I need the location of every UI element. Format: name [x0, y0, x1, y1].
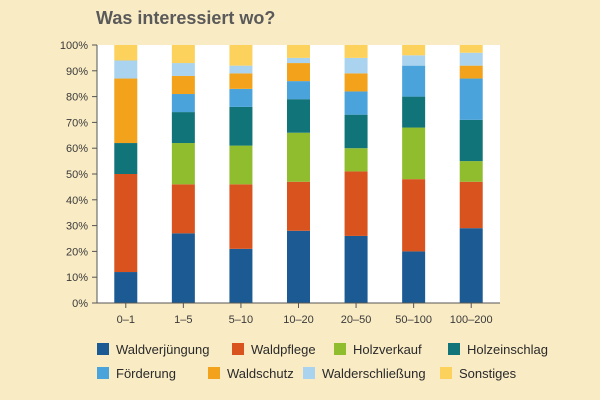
legend-label: Walderschließung — [322, 366, 426, 381]
legend-label: Holzeinschlag — [467, 342, 548, 357]
bar-segment — [459, 161, 483, 182]
x-tick-label: 50–100 — [395, 314, 432, 326]
bar-segment — [229, 73, 253, 89]
bar-segment — [402, 45, 426, 56]
y-tick-label: 40% — [66, 195, 88, 207]
bar-segment — [459, 228, 483, 303]
y-tick-label: 20% — [66, 246, 88, 258]
bar-segment — [171, 75, 195, 95]
bar-segment — [114, 78, 138, 144]
x-tick-label: 100–200 — [450, 314, 493, 326]
chart-title: Was interessiert wo? — [96, 8, 276, 28]
legend-swatch — [303, 367, 315, 379]
legend-swatch — [232, 343, 244, 355]
bar-segment — [402, 251, 426, 303]
bar-segment — [287, 132, 310, 182]
bar-segment — [459, 181, 483, 229]
bar-segment — [287, 181, 310, 231]
bar-segment — [287, 57, 310, 64]
bar-segment — [344, 148, 368, 172]
bar-segment — [402, 55, 426, 66]
bar-segment — [229, 145, 253, 185]
bar-segment — [171, 143, 195, 185]
bar-segment — [287, 45, 310, 58]
bar-segment — [287, 99, 310, 133]
bar-segment — [287, 63, 310, 82]
bar-segment — [459, 78, 483, 120]
bar-segment — [171, 45, 195, 64]
y-tick-label: 60% — [66, 143, 88, 155]
y-tick-label: 80% — [66, 92, 88, 104]
legend-swatch — [334, 343, 346, 355]
y-tick-label: 100% — [60, 40, 88, 52]
x-tick-label: 20–50 — [341, 314, 372, 326]
legend-swatch — [97, 367, 109, 379]
bar-segment — [287, 81, 310, 100]
bar-segment — [459, 65, 483, 79]
y-tick-label: 10% — [66, 272, 88, 284]
bar-segment — [459, 45, 483, 53]
x-tick-label: 0–1 — [117, 314, 135, 326]
bar-segment — [171, 184, 195, 234]
legend-swatch — [448, 343, 460, 355]
y-tick-label: 70% — [66, 117, 88, 129]
bar-segment — [402, 127, 426, 180]
bar-segment — [402, 96, 426, 128]
bar-segment — [114, 45, 138, 61]
bar-segment — [459, 52, 483, 66]
legend-label: Förderung — [116, 366, 176, 381]
x-tick-label: 1–5 — [174, 314, 192, 326]
bar-segment — [229, 45, 253, 66]
bar-segment — [114, 143, 138, 174]
legend-label: Waldpflege — [251, 342, 316, 357]
legend-swatch — [208, 367, 220, 379]
bar-segment — [171, 94, 195, 113]
legend-label: Sonstiges — [459, 366, 517, 381]
y-tick-label: 0% — [72, 298, 88, 310]
bar-segment — [229, 248, 253, 303]
legend-swatch — [97, 343, 109, 355]
bar-segment — [229, 106, 253, 146]
bar-segment — [402, 179, 426, 252]
bar-segment — [344, 235, 368, 303]
bar-segment — [287, 230, 310, 303]
legend-label: Waldschutz — [227, 366, 294, 381]
bar-segment — [114, 174, 138, 273]
bar-segment — [344, 171, 368, 236]
x-tick-label: 10–20 — [283, 314, 314, 326]
bar-segment — [344, 57, 368, 74]
bar-segment — [229, 65, 253, 74]
bar-segment — [402, 65, 426, 97]
bar-segment — [229, 88, 253, 107]
x-tick-label: 5–10 — [229, 314, 253, 326]
bar-segment — [344, 45, 368, 58]
bar-segment — [171, 63, 195, 76]
bar-segment — [344, 91, 368, 115]
bar-segment — [171, 112, 195, 144]
legend-label: Waldverjüngung — [116, 342, 209, 357]
bar-segment — [229, 184, 253, 249]
bar-segment — [459, 119, 483, 162]
bar-segment — [114, 60, 138, 79]
bar-segment — [344, 114, 368, 149]
legend-swatch — [440, 367, 452, 379]
y-tick-label: 30% — [66, 221, 88, 233]
bar-segment — [114, 272, 138, 303]
y-tick-label: 90% — [66, 66, 88, 78]
bar-segment — [171, 233, 195, 303]
bar-segment — [344, 73, 368, 92]
y-tick-label: 50% — [66, 169, 88, 181]
legend-label: Holzverkauf — [353, 342, 422, 357]
